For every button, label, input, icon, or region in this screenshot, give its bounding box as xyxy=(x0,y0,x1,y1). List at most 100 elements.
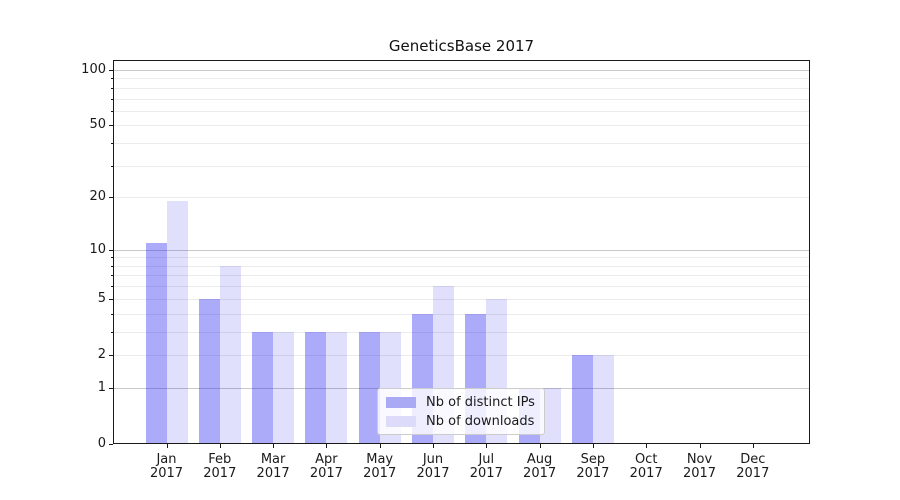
bar-distinct-ips xyxy=(145,242,167,444)
legend-item-downloads: Nb of downloads xyxy=(386,414,536,429)
bar-downloads xyxy=(166,201,188,444)
x-axis-tick xyxy=(219,444,221,448)
x-axis-tick-label: Jul 2017 xyxy=(458,453,514,481)
bar-distinct-ips xyxy=(198,298,220,444)
y-axis-tick xyxy=(109,388,113,389)
y-axis-tick-label: 1 xyxy=(97,380,106,395)
y-axis-minor-tick xyxy=(111,143,113,144)
y-axis-minor-tick xyxy=(111,78,113,79)
x-axis-tick-label: May 2017 xyxy=(352,453,408,481)
x-axis-tick xyxy=(592,444,594,448)
y-axis-tick-label: 50 xyxy=(89,117,106,132)
legend-label-downloads: Nb of downloads xyxy=(426,413,535,429)
legend-swatch-downloads xyxy=(386,415,416,427)
y-axis-minor-tick xyxy=(111,257,113,258)
y-axis-tick xyxy=(109,299,113,300)
x-axis-tick xyxy=(539,444,541,448)
gridline-minor xyxy=(114,125,809,126)
gridline-minor xyxy=(114,314,809,315)
x-axis-tick-label: Jun 2017 xyxy=(405,453,461,481)
x-tick-month: Jan xyxy=(156,452,177,467)
x-tick-year: 2017 xyxy=(256,466,290,481)
chart-title: GeneticsBase 2017 xyxy=(388,37,535,55)
y-axis-tick xyxy=(109,125,113,126)
x-tick-month: May xyxy=(366,452,394,467)
gridline-minor xyxy=(114,257,809,258)
x-axis-tick xyxy=(752,444,754,448)
x-tick-year: 2017 xyxy=(523,466,557,481)
gridline-minor xyxy=(114,286,809,287)
legend-item-distinct-ips: Nb of distinct IPs xyxy=(386,395,536,410)
y-axis-minor-tick xyxy=(111,266,113,267)
gridline-minor xyxy=(114,275,809,276)
bar-distinct-ips xyxy=(305,331,327,444)
x-tick-year: 2017 xyxy=(149,466,184,481)
x-tick-month: Dec xyxy=(740,452,766,467)
y-axis-tick-label: 100 xyxy=(81,62,106,77)
y-axis-tick-label: 10 xyxy=(89,242,106,257)
x-axis-tick xyxy=(379,444,381,448)
y-axis-minor-tick xyxy=(111,111,113,112)
x-tick-year: 2017 xyxy=(416,466,450,481)
x-tick-year: 2017 xyxy=(576,466,610,481)
bar-downloads xyxy=(326,331,348,444)
y-axis-minor-tick xyxy=(111,275,113,276)
bar-downloads xyxy=(273,331,295,444)
legend: Nb of distinct IPs Nb of downloads xyxy=(377,388,545,435)
gridline-minor xyxy=(114,332,809,333)
y-axis-minor-tick xyxy=(111,88,113,89)
bar-distinct-ips xyxy=(571,355,593,444)
y-axis-minor-tick xyxy=(111,332,113,333)
x-tick-month: Nov xyxy=(686,452,713,467)
gridline-minor xyxy=(114,299,809,300)
y-axis-tick xyxy=(109,444,113,445)
y-axis-minor-tick xyxy=(111,99,113,100)
x-axis-tick-label: Aug 2017 xyxy=(512,453,568,481)
x-axis-tick-label: Mar 2017 xyxy=(245,453,301,481)
x-tick-year: 2017 xyxy=(682,466,717,481)
x-axis-tick-label: Sep 2017 xyxy=(565,453,621,481)
x-tick-month: Aug xyxy=(526,452,553,467)
x-axis-tick xyxy=(433,444,434,448)
y-axis-tick-label: 5 xyxy=(97,291,106,306)
x-axis-tick-label: Oct 2017 xyxy=(618,453,674,481)
legend-label-distinct-ips: Nb of distinct IPs xyxy=(426,394,535,410)
gridline-minor xyxy=(114,197,809,198)
x-tick-year: 2017 xyxy=(629,466,663,481)
x-tick-year: 2017 xyxy=(736,466,770,481)
x-tick-year: 2017 xyxy=(469,466,503,481)
gridline-minor xyxy=(114,99,809,100)
x-axis-tick-label: Apr 2017 xyxy=(298,453,354,481)
x-tick-month: Sep xyxy=(580,452,606,467)
gridline-major xyxy=(114,250,809,251)
x-axis-tick xyxy=(699,444,701,448)
y-axis-minor-tick xyxy=(111,314,113,315)
x-axis-tick xyxy=(273,444,275,448)
bar-distinct-ips xyxy=(358,331,380,444)
bar-downloads xyxy=(219,265,241,444)
x-tick-month: Oct xyxy=(634,452,658,467)
x-tick-year: 2017 xyxy=(309,466,343,481)
legend-swatch-distinct-ips xyxy=(386,396,416,408)
y-axis-tick xyxy=(109,250,113,251)
x-axis-tick-label: Dec 2017 xyxy=(725,453,781,481)
y-axis-tick xyxy=(109,355,113,356)
plot-border xyxy=(113,60,810,444)
x-tick-month: Apr xyxy=(315,452,338,467)
x-tick-month: Jul xyxy=(478,452,495,467)
x-axis-tick xyxy=(326,444,328,448)
x-axis-tick-label: Jan 2017 xyxy=(139,453,195,481)
x-axis-tick-label: Nov 2017 xyxy=(672,453,728,481)
gridline-minor xyxy=(114,88,809,89)
gridline-major xyxy=(114,70,809,71)
bar-distinct-ips xyxy=(252,331,274,444)
x-tick-month: Feb xyxy=(208,452,232,467)
y-axis-minor-tick xyxy=(111,166,113,167)
x-axis-tick xyxy=(486,444,488,448)
bar-downloads xyxy=(592,355,614,444)
x-axis-tick-label: Feb 2017 xyxy=(192,453,248,481)
gridline-minor xyxy=(114,143,809,144)
gridline-minor xyxy=(114,266,809,267)
x-tick-year: 2017 xyxy=(363,466,397,481)
